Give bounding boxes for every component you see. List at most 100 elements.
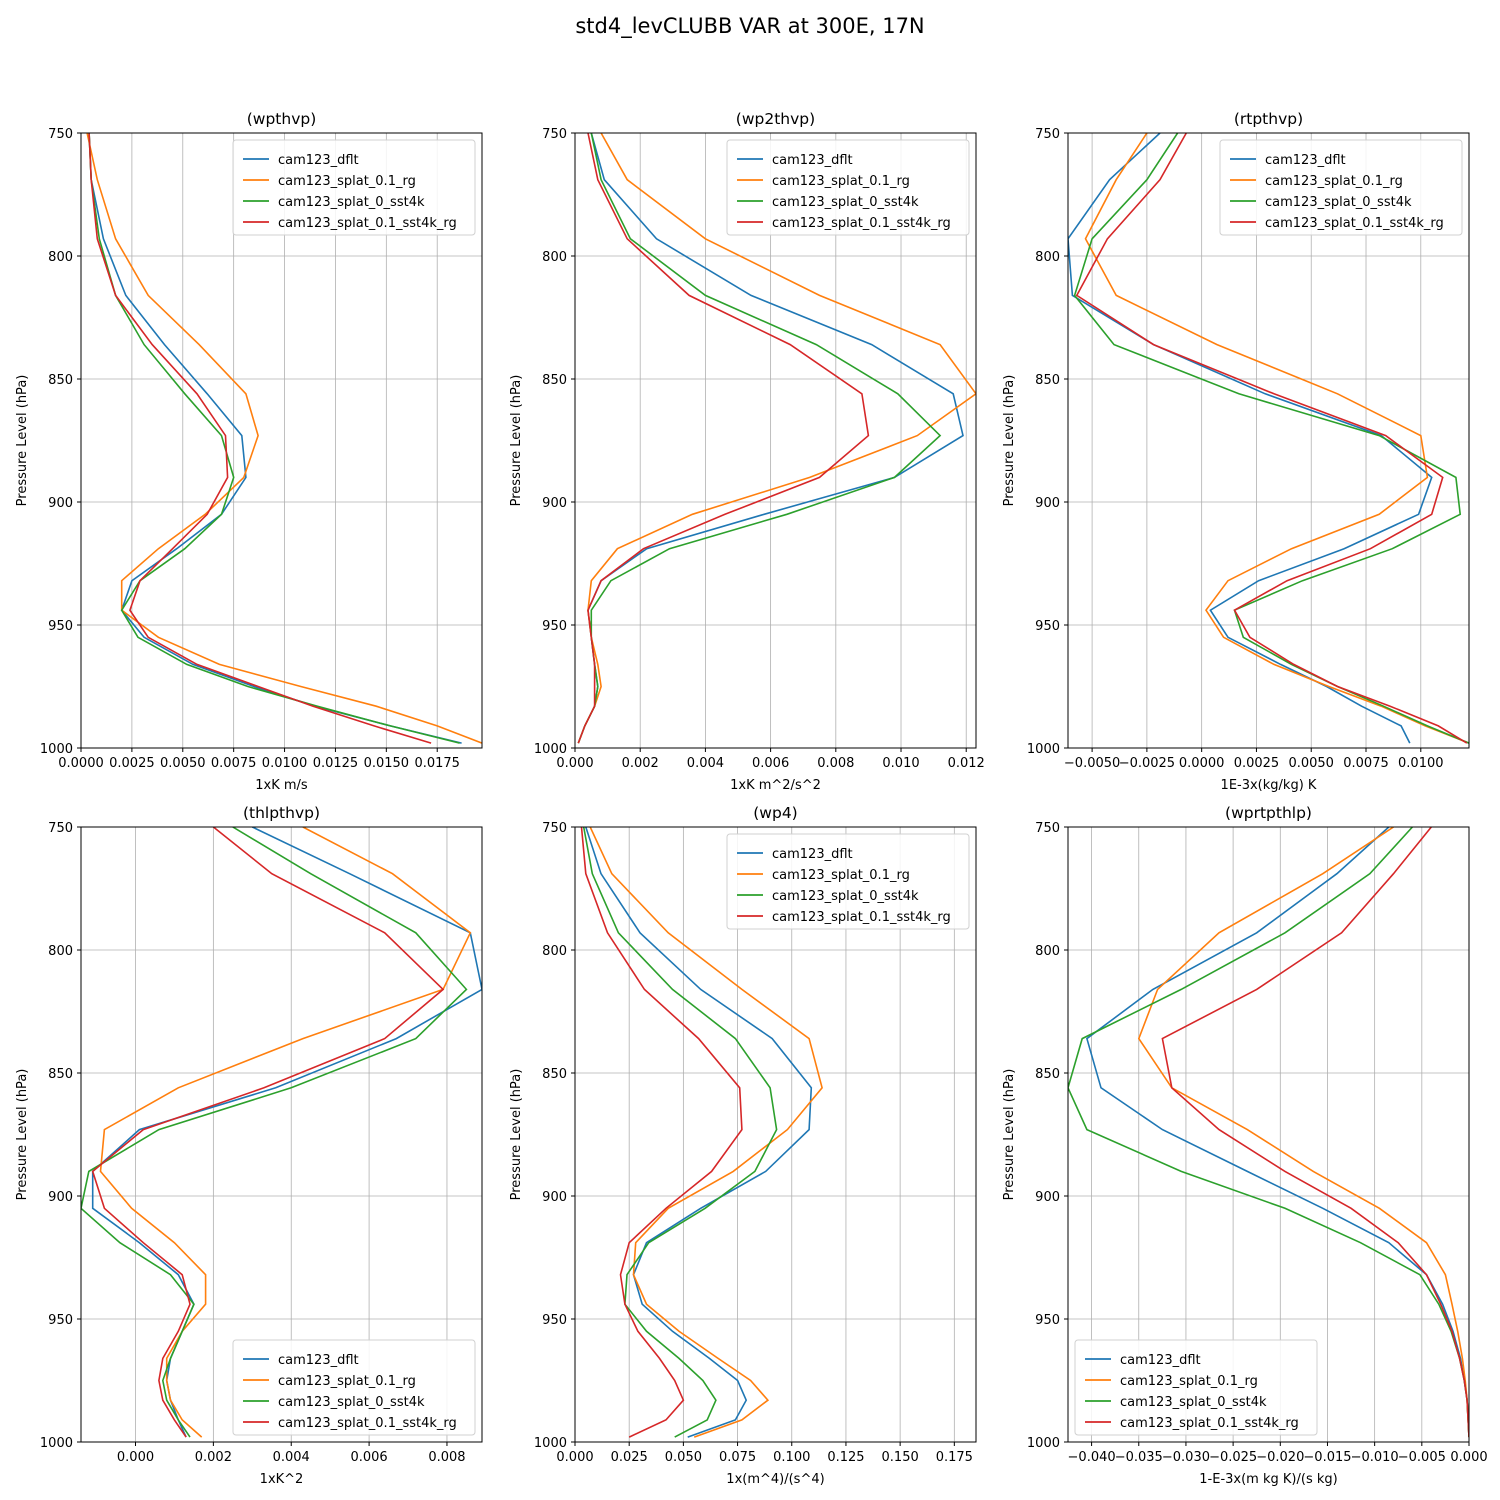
legend-entry: cam123_splat_0.1_rg [278,174,416,189]
series-line-cam123_dflt [1068,133,1433,744]
series-line-cam123_splat_0.1_rg [1084,133,1469,744]
y-axis-label: Pressure Level (hPa) [15,375,30,507]
x-tick-label: 0.0125 [313,756,359,771]
legend-box [1219,139,1463,236]
x-tick-label: −0.020 [1256,1450,1304,1465]
x-axis-label: 1E-3x(kg/kg) K [1221,778,1317,793]
legend-entry: cam123_dflt [1120,1353,1201,1368]
y-tick-label: 1000 [40,742,73,757]
series-line-cam123_splat_0.1_sst4k_rg [580,827,743,1438]
legend-entry: cam123_splat_0_sst4k [1120,1395,1267,1410]
x-axis-label: 1xK m/s [255,778,308,793]
x-tick-label: 0.000 [117,1450,154,1465]
subplot-3: −0.0050−0.0025 0.0000 0.0025 0.0050 0.0075 0.… [1002,110,1470,793]
legend: cam123_dflt cam123_splat_0.1_rg cam123_spl… [1219,139,1463,236]
x-tick-label: 0.004 [687,756,724,771]
legend: cam123_dflt cam123_splat_0.1_rg cam123_spl… [1074,1339,1318,1436]
y-tick-label: 850 [542,373,567,388]
axes-frame [80,826,483,1443]
series-line-cam123_splat_0.1_rg [577,133,976,744]
y-tick-label: 950 [48,619,73,634]
legend-entry: cam123_splat_0.1_sst4k_rg [278,1416,457,1431]
y-tick-label: 800 [1035,944,1060,959]
axes-frame [1067,132,1470,749]
legend-entry: cam123_splat_0_sst4k [772,195,919,210]
x-tick-label: 0.000 [556,756,593,771]
series-line-cam123_splat_0_sst4k [577,133,942,744]
y-tick-label: 750 [542,821,567,836]
x-tick-label: −0.030 [1162,1450,1210,1465]
y-tick-label: 1000 [1027,1436,1060,1451]
x-tick-label: 0.0000 [58,756,104,771]
x-tick-label: 0.025 [611,1450,648,1465]
y-axis-label: Pressure Level (hPa) [509,1069,524,1201]
legend-entry: cam123_splat_0.1_sst4k_rg [772,216,951,231]
x-tick-label: 0.010 [882,756,919,771]
legend-entry: cam123_splat_0_sst4k [278,195,425,210]
y-tick-label: 1000 [534,1436,567,1451]
y-tick-label: 750 [542,127,567,142]
subplot-title: (rtpthvp) [1234,110,1303,128]
y-tick-label: 950 [542,1313,567,1328]
x-tick-label: 0.100 [773,1450,810,1465]
legend-box [1074,1339,1318,1436]
legend-entry: cam123_dflt [772,153,853,168]
y-tick-label: 1000 [534,742,567,757]
legend-entry: cam123_splat_0_sst4k [1265,195,1412,210]
subplot-title: (wp4) [753,804,797,822]
x-tick-label: 0.000 [1450,1450,1487,1465]
x-tick-label: 0.012 [948,756,985,771]
series-line-cam123_splat_0.1_rg [589,827,823,1438]
legend-entry: cam123_dflt [278,153,359,168]
legend-entry: cam123_splat_0.1_rg [772,868,910,883]
series-line-cam123_dflt [88,133,462,744]
x-axis-label: 1x(m^4)/(s^4) [726,1472,824,1487]
y-axis-label: Pressure Level (hPa) [1002,1069,1017,1201]
x-tick-label: 0.002 [622,756,659,771]
legend-entry: cam123_splat_0.1_rg [1120,1374,1258,1389]
x-tick-label: 0.0050 [1288,756,1334,771]
y-tick-label: 900 [542,1190,567,1205]
legend-box [232,1339,476,1436]
subplot-6: −0.040 −0.035 −0.030 −0.025 −0.020 −0.015 −0.0… [1002,804,1488,1487]
x-tick-label: −0.040 [1068,1450,1116,1465]
series-line-cam123_splat_0.1_sst4k_rg [88,133,432,744]
series-line-cam123_dflt [585,827,813,1438]
y-tick-label: 950 [48,1313,73,1328]
series-line-cam123_splat_0.1_sst4k_rg [577,133,870,744]
x-tick-label: 0.0100 [262,756,308,771]
series-line-cam123_splat_0_sst4k [582,827,778,1438]
subplot-2: 0.000 0.002 0.004 0.006 0.008 0.010 0.012 750 80… [509,110,985,793]
subplot-1: 0.0000 0.0025 0.0050 0.0075 0.0100 0.0125 0.01… [15,110,483,793]
x-tick-label: −0.035 [1115,1450,1163,1465]
x-axis-label: 1-E-3x(m kg K)/(s kg) [1199,1472,1337,1487]
y-tick-label: 800 [48,250,73,265]
y-tick-label: 800 [48,944,73,959]
axes-frame [1067,826,1470,1443]
y-tick-label: 900 [48,1190,73,1205]
x-tick-label: 0.000 [556,1450,593,1465]
axes-frame [574,132,977,749]
x-tick-label: 0.0075 [1343,756,1389,771]
x-tick-label: 0.002 [195,1450,232,1465]
x-tick-label: 0.075 [719,1450,756,1465]
y-tick-label: 750 [48,127,73,142]
legend-entry: cam123_splat_0.1_sst4k_rg [1265,216,1444,231]
axes-frame [80,132,483,749]
x-tick-label: 0.004 [273,1450,310,1465]
y-axis-label: Pressure Level (hPa) [15,1069,30,1201]
legend-entry: cam123_splat_0.1_sst4k_rg [772,910,951,925]
series-line-cam123_splat_0.1_rg [99,827,472,1438]
x-tick-label: 0.0050 [160,756,206,771]
y-tick-label: 1000 [40,1436,73,1451]
x-tick-label: −0.010 [1351,1450,1399,1465]
x-tick-label: 0.0100 [1398,756,1444,771]
x-tick-label: 0.006 [350,1450,387,1465]
y-tick-label: 900 [1035,496,1060,511]
y-tick-label: 850 [48,373,73,388]
legend: cam123_dflt cam123_splat_0.1_rg cam123_spl… [232,1339,476,1436]
series-line-cam123_splat_0.1_sst4k_rg [1161,827,1469,1438]
subplot-4: 0.000 0.002 0.004 0.006 0.008 750 800 850 900 950… [15,804,483,1487]
series-line-cam123_splat_0.1_sst4k_rg [1075,133,1468,744]
